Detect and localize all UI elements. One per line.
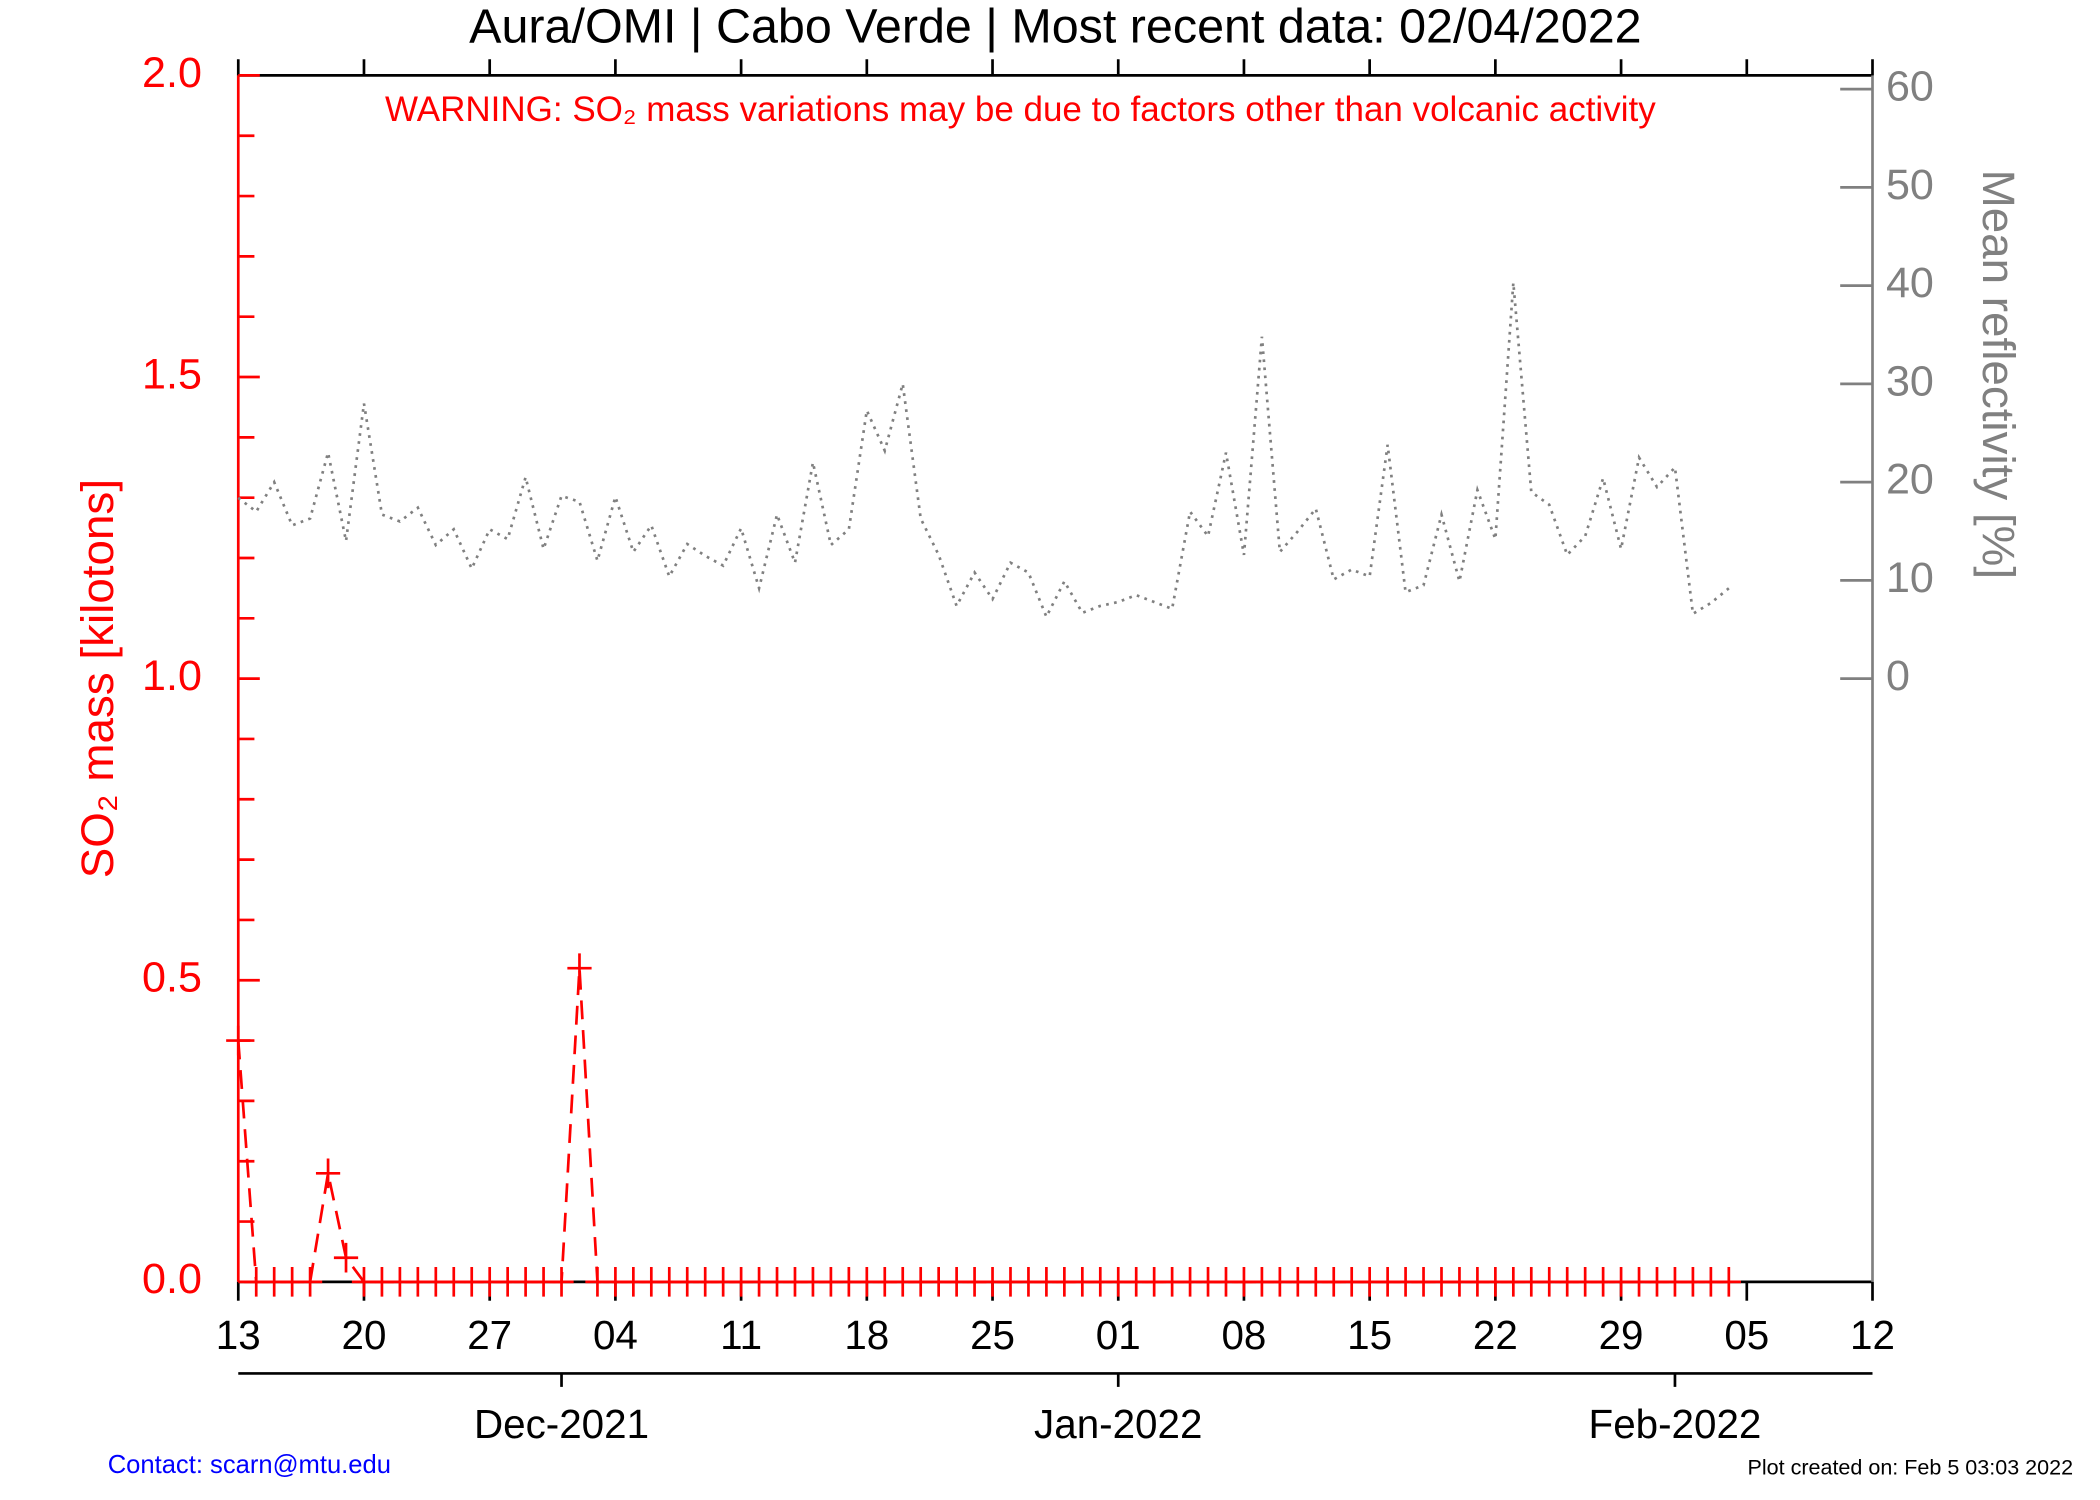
x-tick-label: 20 xyxy=(342,1312,387,1358)
x-tick-label: 13 xyxy=(216,1312,261,1358)
y2-tick-label: 20 xyxy=(1886,456,1934,504)
marker xyxy=(567,953,592,983)
month-label: Dec-2021 xyxy=(474,1401,649,1447)
y-tick-label: 1.5 xyxy=(142,350,202,398)
y2-tick-label: 10 xyxy=(1886,554,1934,602)
x-tick-label: 08 xyxy=(1221,1312,1266,1358)
x-tick-label: 25 xyxy=(970,1312,1015,1358)
marker xyxy=(333,1242,359,1273)
contact: Contact: scarn@mtu.edu xyxy=(108,1451,391,1479)
x-tick-label: 04 xyxy=(593,1312,638,1358)
created: Plot created on: Feb 5 03:03 2022 xyxy=(1748,1456,2074,1480)
x-tick-label: 01 xyxy=(1096,1312,1141,1358)
y2-tick-label: 50 xyxy=(1886,161,1934,209)
y-tick-label: 1.0 xyxy=(142,652,202,700)
x-tick-label: 05 xyxy=(1724,1312,1769,1358)
y2-tick-label: 30 xyxy=(1886,357,1934,405)
x-tick-label: 11 xyxy=(720,1312,762,1358)
marker xyxy=(297,1267,323,1297)
series-line xyxy=(237,282,1730,620)
x-tick-label: 18 xyxy=(844,1312,889,1358)
x-tick-label: 27 xyxy=(467,1312,512,1358)
y-axis-label: SO₂ mass [kilotons] xyxy=(72,479,123,878)
y-tick-label: 2.0 xyxy=(142,49,202,97)
x-tick-label: 12 xyxy=(1850,1312,1895,1358)
marker xyxy=(549,1267,574,1297)
y2-tick-label: 40 xyxy=(1886,259,1934,307)
y-tick-label: 0.5 xyxy=(142,954,202,1002)
marker xyxy=(226,1025,251,1056)
y2-axis-label: Mean reflectivity [%] xyxy=(1973,170,2024,580)
x-tick-label: 22 xyxy=(1473,1312,1518,1358)
x-tick-label: 29 xyxy=(1599,1312,1644,1358)
marker xyxy=(1716,1267,1741,1297)
x-tick-label: 15 xyxy=(1347,1312,1392,1358)
y2-tick-label: 0 xyxy=(1886,652,1910,700)
marker xyxy=(315,1158,341,1189)
warning: WARNING: SO₂ mass variations may be due … xyxy=(385,90,1656,129)
y-tick-label: 0.0 xyxy=(142,1255,202,1303)
chart-title: Aura/OMI | Cabo Verde | Most recent data… xyxy=(469,0,1641,53)
month-label: Jan-2022 xyxy=(1034,1401,1202,1447)
y2-tick-label: 60 xyxy=(1886,63,1934,111)
month-label: Feb-2022 xyxy=(1589,1401,1762,1447)
series-line xyxy=(236,968,1729,1284)
